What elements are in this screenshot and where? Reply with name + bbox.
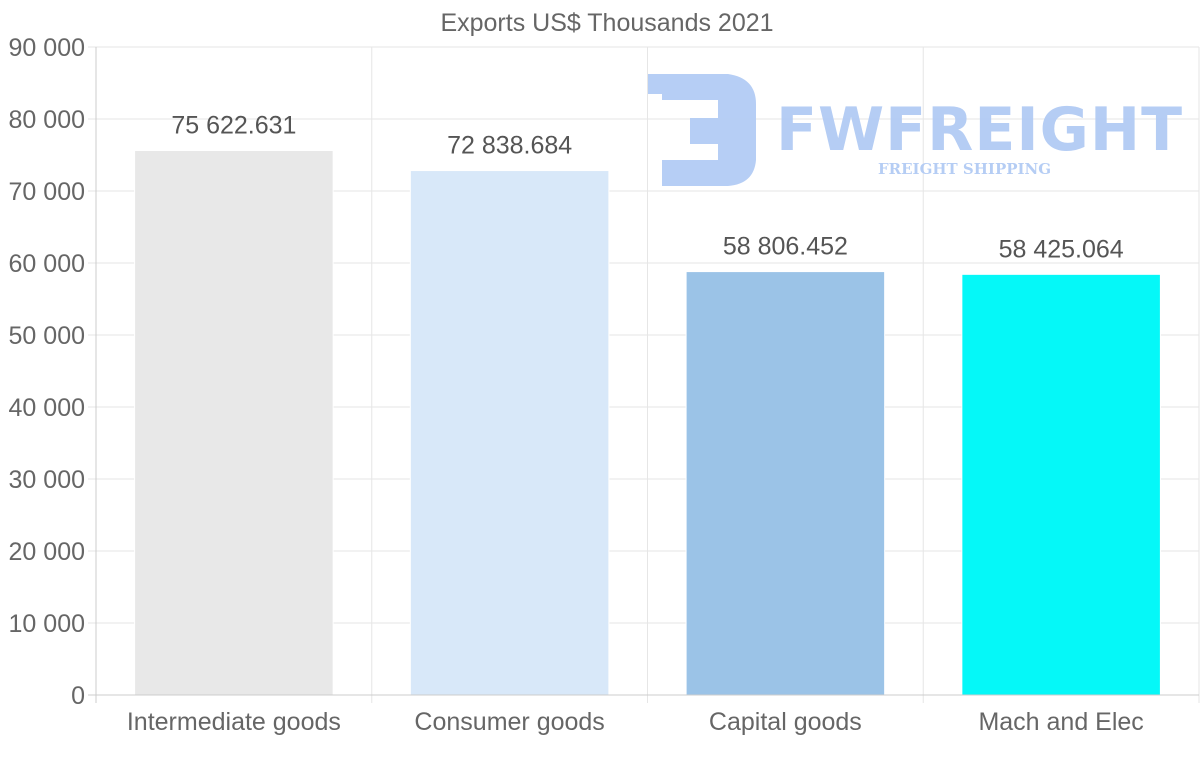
data-label: 58 425.064 — [999, 235, 1124, 263]
y-tick-label: 10 000 — [9, 610, 85, 638]
axes-layer — [88, 47, 1199, 703]
bar-capital-goods — [685, 271, 886, 696]
y-tick-label: 70 000 — [9, 178, 85, 206]
y-tick-label: 30 000 — [9, 466, 85, 494]
data-label: 75 622.631 — [171, 112, 296, 140]
y-tick-label: 80 000 — [9, 106, 85, 134]
chart-title: Exports US$ Thousands 2021 — [440, 9, 773, 37]
watermark-name: FWFREIGHT — [776, 95, 1183, 165]
bars-layer — [134, 150, 1161, 696]
bar-mach-and-elec — [961, 273, 1161, 696]
watermark-tagline: FREIGHT SHIPPING — [878, 160, 1051, 178]
y-tick-label: 0 — [71, 682, 85, 710]
x-tick-label: Capital goods — [709, 708, 862, 736]
y-tick-label: 40 000 — [9, 394, 85, 422]
y-tick-label: 90 000 — [9, 34, 85, 62]
bar-consumer-goods — [409, 170, 610, 696]
fwfreight-logo: FWFREIGHT FREIGHT SHIPPING — [648, 74, 1183, 186]
y-tick-label: 60 000 — [9, 250, 85, 278]
y-tick-label: 50 000 — [9, 322, 85, 350]
y-tick-label: 20 000 — [9, 538, 85, 566]
x-tick-label: Intermediate goods — [127, 708, 341, 736]
x-tick-label: Mach and Elec — [978, 708, 1143, 736]
bar-intermediate-goods — [134, 150, 334, 696]
labels-layer: 0 10 000 20 000 30 000 40 000 50 000 60 000 70 … — [9, 34, 1144, 736]
x-tick-label: Consumer goods — [414, 708, 604, 736]
data-label: 72 838.684 — [447, 132, 572, 160]
data-label: 58 806.452 — [723, 233, 848, 261]
fwfreight-logo-mark — [648, 74, 756, 186]
